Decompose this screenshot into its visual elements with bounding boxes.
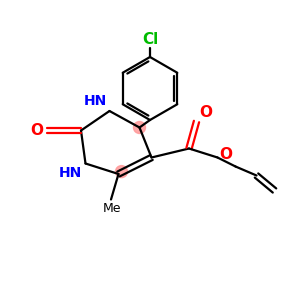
Text: HN: HN [84, 94, 107, 108]
Text: Cl: Cl [142, 32, 158, 46]
Circle shape [116, 166, 128, 178]
Text: Me: Me [103, 202, 122, 215]
Text: O: O [31, 123, 44, 138]
Text: HN: HN [59, 166, 83, 180]
Text: O: O [199, 105, 212, 120]
Text: O: O [219, 147, 232, 162]
Circle shape [134, 122, 146, 134]
